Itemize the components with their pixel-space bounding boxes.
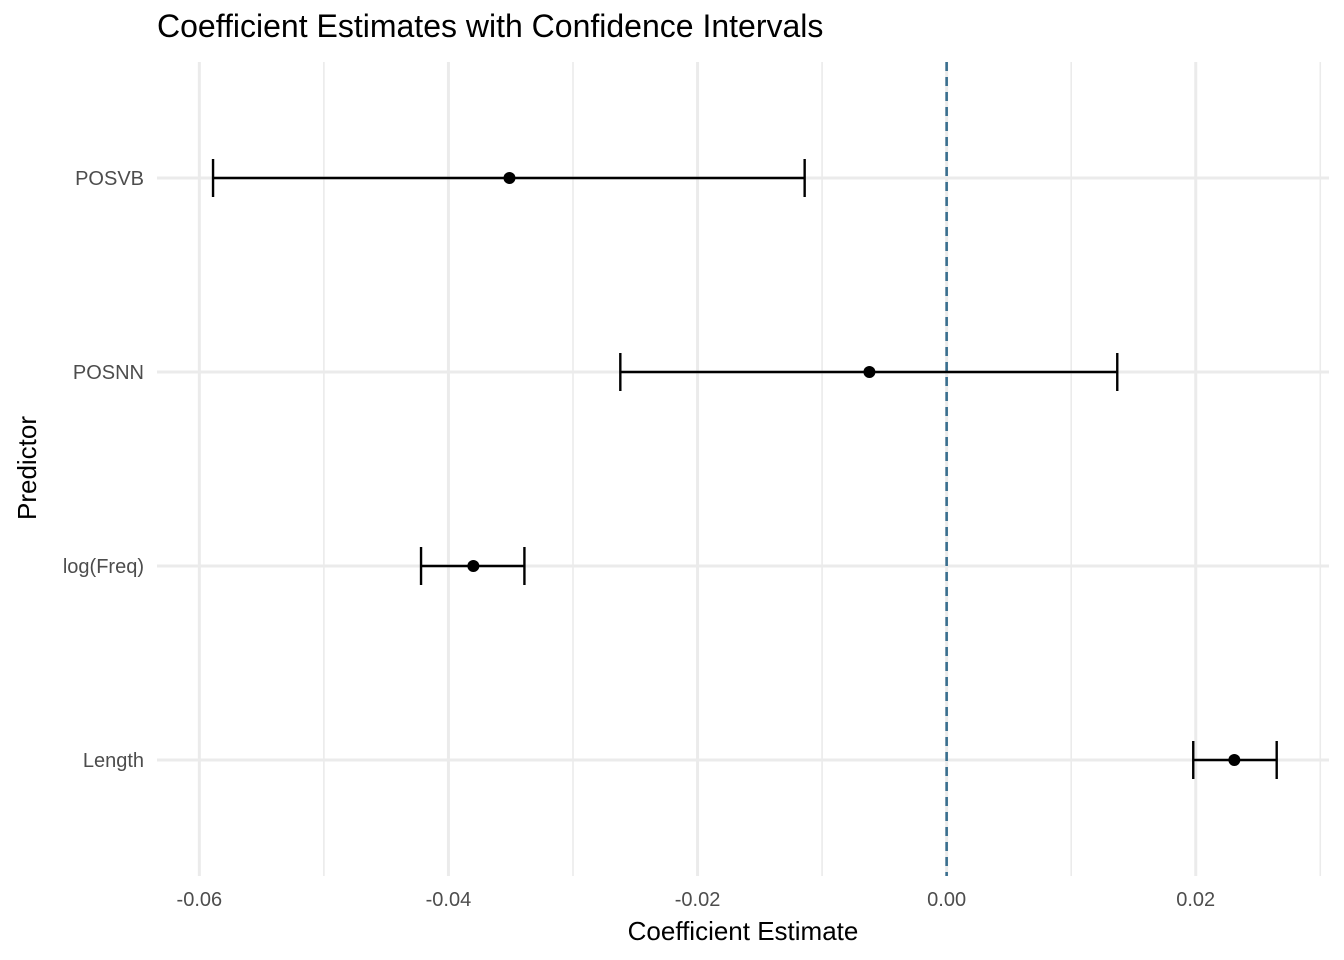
x-tick-label: -0.06 (177, 889, 223, 911)
y-tick-label: log(Freq) (63, 556, 144, 578)
x-tick-label: 0.02 (1176, 889, 1215, 911)
estimate-point (467, 560, 480, 572)
axis-layer: -0.06 -0.04 -0.02 0.00 0.02 POSVB POSNN log(Fre… (63, 168, 1215, 911)
errorbar-length (1192, 741, 1278, 779)
errorbar-log-freq (419, 547, 526, 585)
estimate-point (503, 172, 516, 184)
errorbar-posnn (619, 353, 1119, 391)
y-tick-label: Length (83, 750, 144, 772)
chart-title: Coefficient Estimates with Confidence In… (157, 8, 824, 44)
data-layer (211, 159, 1278, 779)
x-tick-label: -0.02 (675, 889, 721, 911)
errorbar-posvb (211, 159, 806, 197)
estimate-point (863, 366, 876, 378)
x-tick-label: 0.00 (927, 889, 966, 911)
x-tick-label: -0.04 (426, 889, 472, 911)
x-axis-title: Coefficient Estimate (628, 916, 859, 946)
y-axis-title: Predictor (12, 416, 42, 520)
y-tick-label: POSNN (73, 362, 144, 384)
grid-layer (157, 62, 1329, 876)
y-tick-label: POSVB (75, 168, 144, 190)
estimate-point (1228, 754, 1241, 766)
